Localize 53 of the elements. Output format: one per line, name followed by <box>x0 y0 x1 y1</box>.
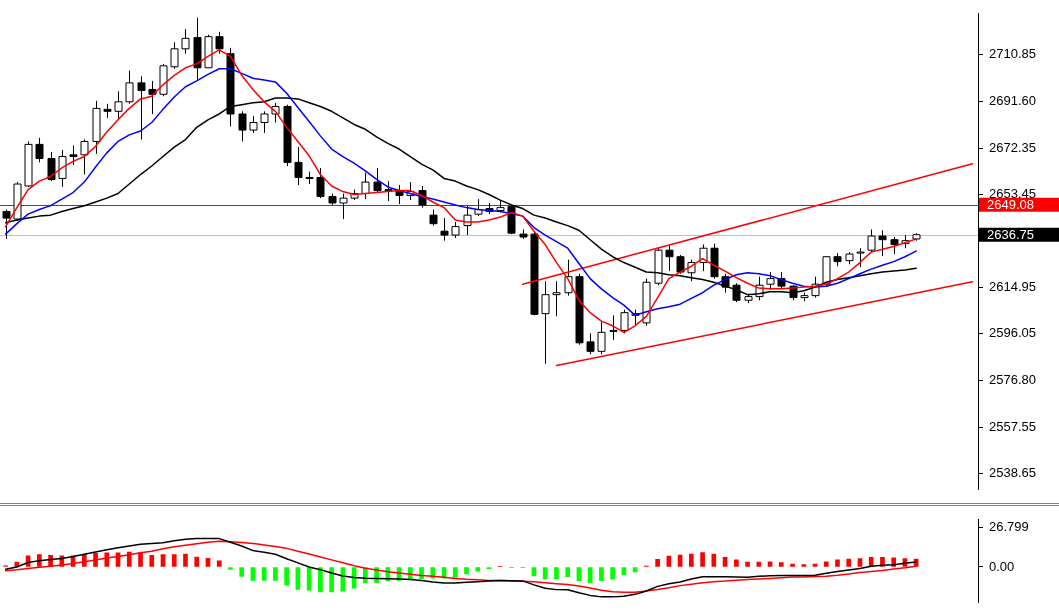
bar <box>183 553 188 567</box>
y-tick-label: 2710.85 <box>989 46 1036 62</box>
bar <box>689 553 694 567</box>
bar <box>464 567 469 575</box>
bar <box>857 558 863 567</box>
y-tick-label: 2691.60 <box>989 92 1036 108</box>
bar <box>149 554 155 567</box>
y-tick-label: 0.00 <box>989 558 1015 574</box>
bar <box>599 567 604 582</box>
bar <box>733 559 739 567</box>
y-tick-label: 2557.55 <box>989 418 1036 434</box>
bar <box>239 567 245 577</box>
bar <box>801 564 807 567</box>
bar <box>823 561 829 567</box>
bar <box>475 567 481 572</box>
bar <box>93 552 98 567</box>
bar <box>194 556 200 567</box>
bar <box>846 558 852 567</box>
bar <box>329 567 334 593</box>
y-tick-label: 2653.45 <box>989 185 1036 201</box>
bar <box>655 559 660 567</box>
y-tick-label: 26.799 <box>989 518 1029 534</box>
bar <box>273 567 278 581</box>
bar <box>126 551 132 567</box>
bar <box>228 567 233 570</box>
bar <box>554 567 559 580</box>
bar <box>419 567 424 580</box>
bar <box>104 552 110 567</box>
bar <box>745 561 750 567</box>
bar <box>318 567 323 593</box>
bar <box>756 561 762 567</box>
bar <box>700 552 705 567</box>
bar <box>452 567 458 578</box>
bar <box>565 567 571 578</box>
y-tick-label: 2614.95 <box>989 279 1036 295</box>
bar <box>790 563 795 567</box>
y-tick-label: 2576.80 <box>989 372 1036 388</box>
bar <box>542 567 548 580</box>
y-tick-label: 2538.65 <box>989 464 1036 480</box>
bar <box>587 567 593 583</box>
bar <box>778 562 784 567</box>
y-tick-label: 2672.35 <box>989 139 1036 155</box>
bar <box>138 552 143 567</box>
bar <box>261 567 267 581</box>
bar <box>767 561 773 567</box>
bar <box>711 553 717 567</box>
bar <box>835 559 840 567</box>
bar <box>216 560 222 567</box>
bar <box>610 567 615 580</box>
ref-line-label: 2636.75 <box>987 226 1034 242</box>
y-tick-label: 2596.05 <box>989 325 1036 341</box>
bar <box>284 567 289 586</box>
bar <box>171 554 177 567</box>
